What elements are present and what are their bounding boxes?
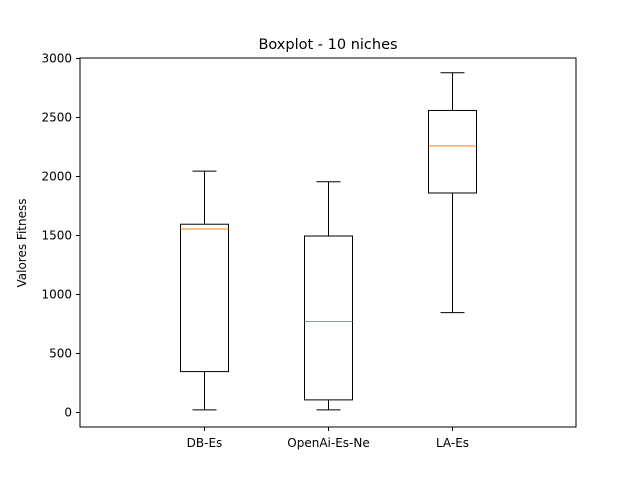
y-tick-label-2500: 2500 [41, 111, 72, 125]
box-la-es [428, 109, 477, 194]
axes-frame [79, 57, 577, 428]
y-tick-label-1500: 1500 [41, 229, 72, 243]
y-tick-label-500: 500 [49, 347, 72, 361]
y-axis-label: Valores Fitness [15, 199, 29, 288]
x-tick-label-openai-es-ne: OpenAi-Es-Ne [287, 436, 369, 450]
y-tick-label-0: 0 [64, 406, 72, 420]
plot-area: 0 500 1000 1500 2000 2500 3000 DB-Es OpenAi-Es-N… [41, 52, 577, 450]
x-tick-label-la-es: LA-Es [436, 436, 469, 450]
box-openai-es-ne [304, 235, 353, 401]
x-tick-label-db-es: DB-Es [187, 436, 223, 450]
chart-title: Boxplot - 10 niches [258, 37, 397, 53]
box-db-es [180, 223, 229, 373]
y-tick-label-3000: 3000 [41, 52, 72, 66]
y-tick-label-2000: 2000 [41, 170, 72, 184]
y-tick-label-1000: 1000 [41, 288, 72, 302]
